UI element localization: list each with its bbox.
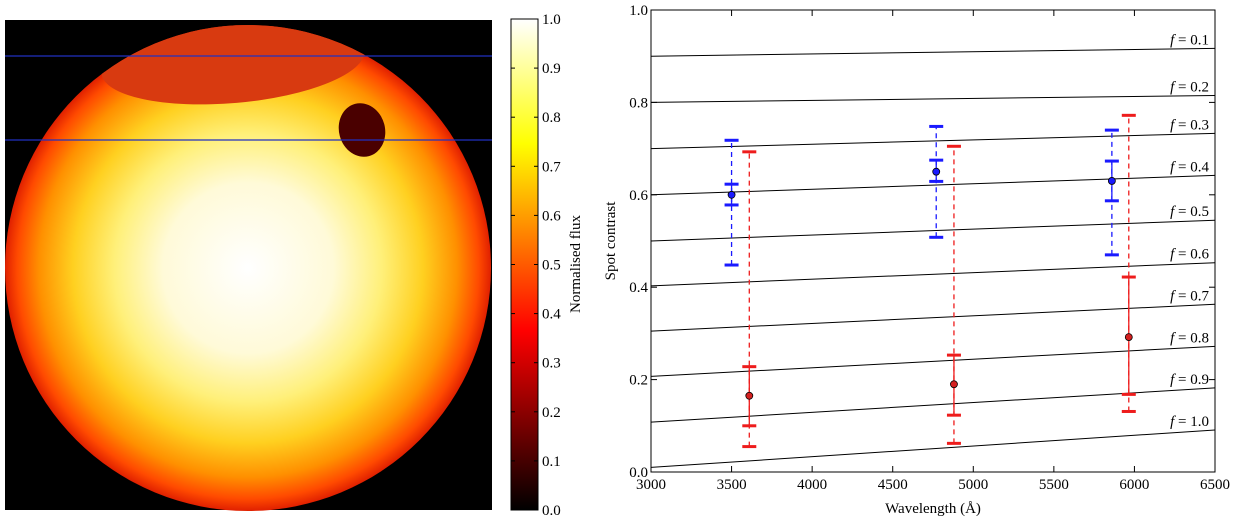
error-bars <box>724 113 1136 449</box>
y-tick-label: 0.4 <box>629 280 648 296</box>
colorbar-tick-label: 1.0 <box>542 12 561 28</box>
x-tick-label: 4500 <box>878 477 908 493</box>
reference-line <box>650 345 1216 377</box>
reference-line <box>650 132 1216 150</box>
spot-band <box>101 25 365 105</box>
colorbar-tick-label: 0.7 <box>542 159 561 175</box>
stellar-disc-panel <box>5 20 492 511</box>
reference-line-label: f = 0.5 <box>1170 204 1209 220</box>
reference-line-label: f = 1.0 <box>1170 414 1209 430</box>
x-tick-label: 6500 <box>1200 477 1230 493</box>
colorbar-label: Normalised flux <box>568 215 584 313</box>
reference-line <box>650 219 1216 242</box>
reference-line-label: f = 0.3 <box>1170 117 1209 133</box>
reference-line <box>650 174 1216 196</box>
colorbar-tick-label: 0.9 <box>542 61 561 77</box>
colorbar-gradient <box>510 18 539 511</box>
colorbar-tick-label: 0.4 <box>542 307 561 323</box>
y-tick-label: 1.0 <box>629 3 648 19</box>
plot-frame <box>650 9 1216 473</box>
reference-line <box>650 94 1216 103</box>
colorbar-tick-label: 0.0 <box>542 503 561 519</box>
reference-line <box>650 387 1216 423</box>
reference-line-label: f = 0.7 <box>1170 288 1209 304</box>
data-point <box>745 391 754 400</box>
x-tick-label: 3000 <box>636 477 666 493</box>
data-point <box>950 380 958 389</box>
reference-line <box>650 262 1216 287</box>
x-axis-label: Wavelength (Å) <box>885 501 981 517</box>
x-tick-label: 6000 <box>1119 477 1149 493</box>
y-axis-label: Spot contrast <box>603 201 619 281</box>
data-point <box>1107 177 1116 185</box>
reference-line-label: f = 0.9 <box>1170 372 1209 388</box>
y-tick-label: 0.6 <box>629 188 648 204</box>
small-spot <box>338 103 386 157</box>
data-point <box>727 190 736 199</box>
data-point <box>1124 333 1133 341</box>
x-tick-label: 5000 <box>958 477 988 493</box>
reference-line-label: f = 0.6 <box>1170 247 1209 263</box>
x-axis-ticks: 3000 3500 4000 4500 5000 5500 6000 6500 <box>636 10 1230 493</box>
reference-line <box>650 303 1216 332</box>
x-tick-label: 4000 <box>797 477 827 493</box>
y-tick-label: 0.2 <box>629 373 648 389</box>
colorbar-tick-label: 0.1 <box>542 454 561 470</box>
data-points <box>727 167 1133 400</box>
reference-line-label: f = 0.2 <box>1170 79 1209 95</box>
spot-contrast-panel: f = 0.1 f = 0.2 f = 0.3 f = 0.4 f = 0.5 f = 0… <box>603 3 1230 517</box>
reference-lines: f = 0.1 f = 0.2 f = 0.3 f = 0.4 f = 0.5 f = 0… <box>650 32 1216 468</box>
reference-line-label: f = 0.8 <box>1170 330 1209 346</box>
y-axis-ticks: 0.0 0.2 0.4 0.6 0.8 1.0 <box>629 3 1215 481</box>
colorbar-tick-label: 0.6 <box>542 208 561 224</box>
colorbar-tick-label: 0.8 <box>542 110 561 126</box>
data-point <box>932 167 941 176</box>
x-tick-label: 5500 <box>1039 477 1069 493</box>
colorbar: 0.0 0.1 0.2 0.3 0.4 0.5 0.6 0.7 0.8 0.9 1.0 Normal… <box>510 12 584 519</box>
colorbar-tick-label: 0.5 <box>542 258 561 274</box>
y-tick-label: 0.8 <box>629 95 648 111</box>
reference-line <box>650 47 1216 57</box>
colorbar-tick-label: 0.3 <box>542 356 561 372</box>
colorbar-tick-label: 0.2 <box>542 405 561 421</box>
reference-line-label: f = 0.4 <box>1170 159 1209 175</box>
reference-line-label: f = 0.1 <box>1170 32 1209 48</box>
colorbar-ticks: 0.0 0.1 0.2 0.3 0.4 0.5 0.6 0.7 0.8 0.9 1.0 <box>511 12 561 519</box>
reference-line <box>650 429 1216 468</box>
y-tick-label: 0.0 <box>629 465 648 481</box>
x-tick-label: 3500 <box>717 477 747 493</box>
